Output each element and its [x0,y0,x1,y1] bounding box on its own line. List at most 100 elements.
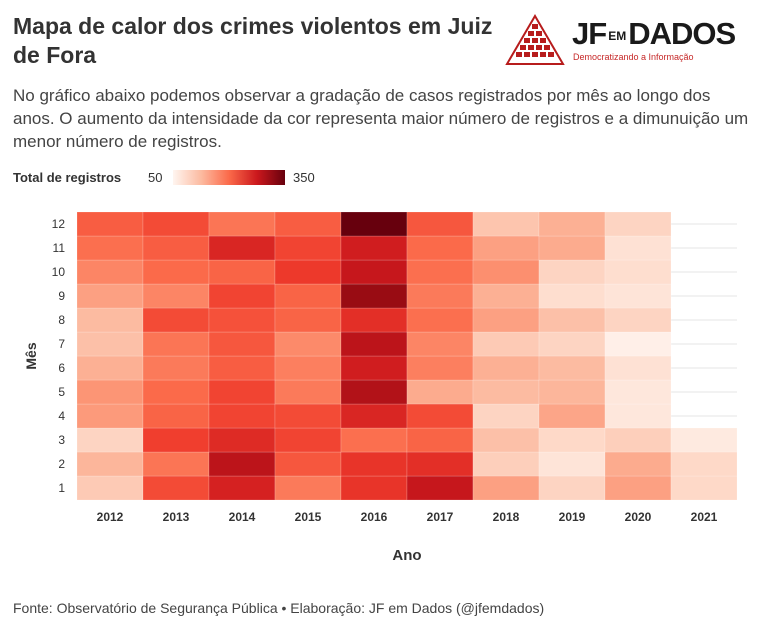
y-tick-label: 9 [58,289,65,303]
heatmap-cell [472,283,540,309]
heatmap-cell [76,211,144,237]
heatmap-cell [604,307,672,333]
heatmap-cell [274,211,342,237]
x-tick-label: 2016 [361,510,388,524]
heatmap-cell [670,475,738,501]
chart-subtitle: No gráfico abaixo podemos observar a gra… [13,86,749,151]
logo-brand-prefix: JF [572,16,607,51]
source-footer: Fonte: Observatório de Segurança Pública… [13,600,545,616]
y-tick-label: 3 [58,433,65,447]
heatmap-cell [406,235,474,261]
heatmap-cell [142,355,210,381]
heatmap-cell [406,403,474,429]
heatmap-cell [472,307,540,333]
legend-max-label: 350 [293,170,315,185]
x-axis-title: Ano [392,547,421,564]
heatmap-cell [208,475,276,501]
heatmap-cell [472,451,540,477]
heatmap-cell [142,379,210,405]
heatmap-cell [76,427,144,453]
heatmap-cell [340,451,408,477]
heatmap-cell [340,427,408,453]
heatmap-cell [76,451,144,477]
heatmap-cell [340,355,408,381]
heatmap-cell [670,451,738,477]
y-axis-title: Mês [23,342,39,369]
heatmap-cell [274,283,342,309]
y-tick-label: 10 [52,265,66,279]
logo-wordmark: JF EMDADOS [572,16,736,52]
heatmap-cell [604,259,672,285]
y-tick-label: 6 [58,361,65,375]
heatmap-cell [208,283,276,309]
heatmap-cell [340,307,408,333]
heatmap-cell [208,235,276,261]
heatmap-cell [406,475,474,501]
chart-title: Mapa de calor dos crimes violentos em Ju… [13,13,493,68]
heatmap-cell [538,379,606,405]
heatmap-cell [274,307,342,333]
legend-min-label: 50 [148,170,163,185]
heatmap-cell [208,331,276,357]
heatmap-cell [472,211,540,237]
heatmap-cell [670,427,738,453]
heatmap-cell [406,451,474,477]
heatmap-cell [274,331,342,357]
y-tick-label: 8 [58,313,65,327]
heatmap-cell [76,355,144,381]
heatmap-cell [472,475,540,501]
heatmap-cell [142,451,210,477]
y-tick-label: 12 [52,217,66,231]
heatmap-cell [604,427,672,453]
x-tick-label: 2014 [229,510,256,524]
heatmap-cell [538,403,606,429]
heatmap-cell [604,235,672,261]
heatmap-cell [76,403,144,429]
heatmap-cell [604,211,672,237]
heatmap-cell [472,427,540,453]
brand-logo: JF EMDADOS Democratizando a Informação [505,14,755,66]
heatmap-cell [274,355,342,381]
heatmap-cell [208,451,276,477]
heatmap-cell [274,379,342,405]
heatmap-cell [406,307,474,333]
heatmap-cell [604,355,672,381]
heatmap-cell [76,259,144,285]
heatmap-cell [142,403,210,429]
heatmap-cell [604,475,672,501]
heatmap-cell [406,211,474,237]
legend-color-bar [173,170,285,185]
heatmap-cell [274,235,342,261]
heatmap-cell [472,259,540,285]
heatmap-cell [406,427,474,453]
heatmap-cell [274,259,342,285]
heatmap-cell [406,355,474,381]
y-tick-label: 1 [58,481,65,495]
heatmap-cell [76,379,144,405]
y-tick-label: 5 [58,385,65,399]
heatmap-cell [538,331,606,357]
heatmap-cell [208,355,276,381]
heatmap-cell [274,451,342,477]
heatmap-cell [340,331,408,357]
y-tick-label: 2 [58,457,65,471]
heatmap-cell [142,331,210,357]
heatmap-cell [208,427,276,453]
heatmap-cell [472,235,540,261]
heatmap-cell [604,283,672,309]
heatmap-cell [76,331,144,357]
heatmap-cell [340,283,408,309]
heatmap-cell [76,475,144,501]
heatmap-cell [472,331,540,357]
heatmap-cell [406,379,474,405]
heatmap-cell [538,235,606,261]
x-tick-label: 2017 [427,510,454,524]
heatmap-cell [472,403,540,429]
x-tick-label: 2019 [559,510,586,524]
heatmap-cell [142,235,210,261]
x-tick-label: 2018 [493,510,520,524]
heatmap-cell [142,475,210,501]
heatmap-cell [208,211,276,237]
heatmap-cell [604,331,672,357]
